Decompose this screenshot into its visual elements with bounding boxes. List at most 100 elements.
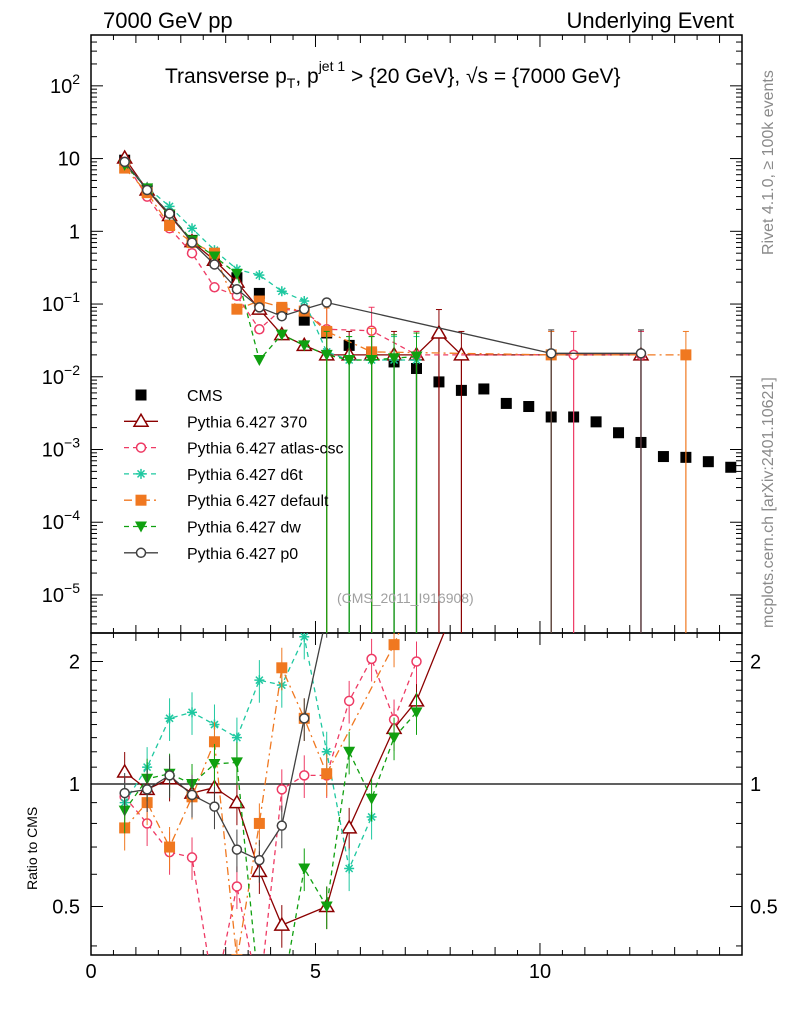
- ratio-point: [254, 854, 265, 866]
- legend-marker: [135, 547, 147, 559]
- ratio-point: [299, 770, 310, 781]
- ratio-point: [273, 916, 291, 931]
- ratio-point: [141, 784, 153, 795]
- data-point: [500, 397, 512, 409]
- legend-label: Pythia 6.427 dw: [187, 520, 301, 537]
- data-point: [299, 303, 310, 315]
- ratio-point: [164, 713, 175, 724]
- legend-label: CMS: [187, 388, 223, 405]
- ratio-point: [231, 954, 243, 955]
- data-point: [209, 259, 220, 270]
- ratio-point: [119, 787, 130, 799]
- data-point: [253, 295, 265, 307]
- ratio-point: [340, 819, 358, 834]
- legend: CMS Pythia 6.427 370 Pythia 6.427 atlas-cs…: [124, 388, 344, 563]
- ratio-point: [231, 881, 243, 892]
- data-point: [186, 237, 198, 248]
- data-point: [590, 416, 602, 428]
- data-point: [230, 268, 243, 280]
- data-point: [254, 324, 265, 335]
- data-point: [276, 286, 287, 297]
- ratio-line: [124, 633, 400, 955]
- ratio-y-label: Ratio to CMS: [24, 806, 40, 890]
- ratio-point: [186, 789, 198, 801]
- ratio-y-tick-label: 0.5: [52, 896, 80, 918]
- legend-marker: [135, 442, 147, 453]
- data-point: [231, 283, 243, 295]
- legend-marker: [132, 412, 150, 428]
- ratio-point: [411, 656, 422, 667]
- data-point: [523, 401, 535, 413]
- data-point: [253, 355, 266, 367]
- ratio-y-tick-label-right: 1: [750, 774, 761, 796]
- ratio-point: [299, 633, 310, 642]
- data-point: [276, 301, 288, 313]
- y-tick-label: 10−3: [42, 435, 80, 462]
- series-line: [124, 161, 641, 354]
- ratio-point: [276, 820, 288, 831]
- legend-item: Pythia 6.427 atlas-csc: [124, 441, 344, 458]
- y-tick-label: 10: [58, 149, 80, 171]
- ratio-point: [187, 707, 198, 718]
- ratio-point: [388, 639, 400, 651]
- ratio-point: [164, 841, 176, 853]
- ratio-line: [124, 633, 324, 861]
- ratio-point: [320, 901, 333, 913]
- ratio-point: [276, 992, 288, 1003]
- data-point: [725, 461, 737, 473]
- data-point: [298, 340, 311, 352]
- ratio-point: [209, 801, 220, 812]
- data-point: [635, 348, 647, 359]
- data-point: [275, 329, 288, 341]
- legend-label: Pythia 6.427 p0: [187, 546, 298, 563]
- legend-label: Pythia 6.427 atlas-csc: [187, 441, 344, 458]
- ratio-point: [343, 746, 356, 758]
- plot-title: Transverse pT, pjet 1 > {20 GeV}, √s = {…: [165, 58, 621, 92]
- data-point: [453, 346, 470, 361]
- data-point: [276, 310, 288, 322]
- data-point: [186, 247, 198, 259]
- legend-label: Pythia 6.427 default: [187, 493, 329, 510]
- y-tick-label: 1: [69, 221, 80, 243]
- legend-label: Pythia 6.427 370: [187, 414, 307, 431]
- mcplots-label: mcplots.cern.ch [arXiv:2401.10621]: [760, 377, 777, 628]
- ticks-layer: [90, 34, 743, 955]
- y-tick-label: 10−4: [42, 507, 80, 534]
- legend-marker: [136, 468, 146, 479]
- data-point: [365, 355, 378, 367]
- series-line: [124, 161, 641, 356]
- y-tick-label: 10−1: [42, 289, 80, 316]
- data-point: [613, 427, 625, 439]
- legend-marker: [135, 494, 147, 506]
- data-point: [208, 251, 221, 263]
- ratio-line: [124, 633, 445, 926]
- legend-item: Pythia 6.427 p0: [124, 546, 298, 563]
- ratio-point: [410, 707, 423, 719]
- ratio-line: [124, 634, 373, 871]
- ratio-pythia-6-427-p0: [119, 633, 328, 883]
- data-point: [321, 297, 332, 308]
- x-tick-label: 10: [529, 961, 551, 983]
- y-tick-label: 102: [50, 71, 80, 98]
- data-point: [343, 355, 356, 367]
- ratio-point: [366, 653, 377, 665]
- data-point: [253, 287, 265, 299]
- legend-marker: [135, 521, 147, 533]
- data-point: [141, 184, 153, 196]
- ratio-y-tick-label-right: 0.5: [750, 896, 778, 918]
- ratio-point: [186, 852, 198, 863]
- data-point: [545, 348, 557, 359]
- watermark: (CMS_2011_I916908): [337, 590, 474, 606]
- series-line: [124, 157, 641, 356]
- ratio-point: [365, 793, 378, 805]
- data-point: [119, 156, 130, 168]
- data-point: [388, 353, 401, 365]
- data-point: [254, 302, 265, 313]
- data-point: [298, 314, 310, 326]
- y-tick-label: 10−2: [42, 362, 80, 389]
- data-point: [209, 282, 220, 293]
- ratio-pythia-6-427-370: [116, 633, 445, 948]
- ratio-point: [208, 736, 220, 748]
- ratio-point: [388, 732, 401, 744]
- data-point: [231, 303, 243, 315]
